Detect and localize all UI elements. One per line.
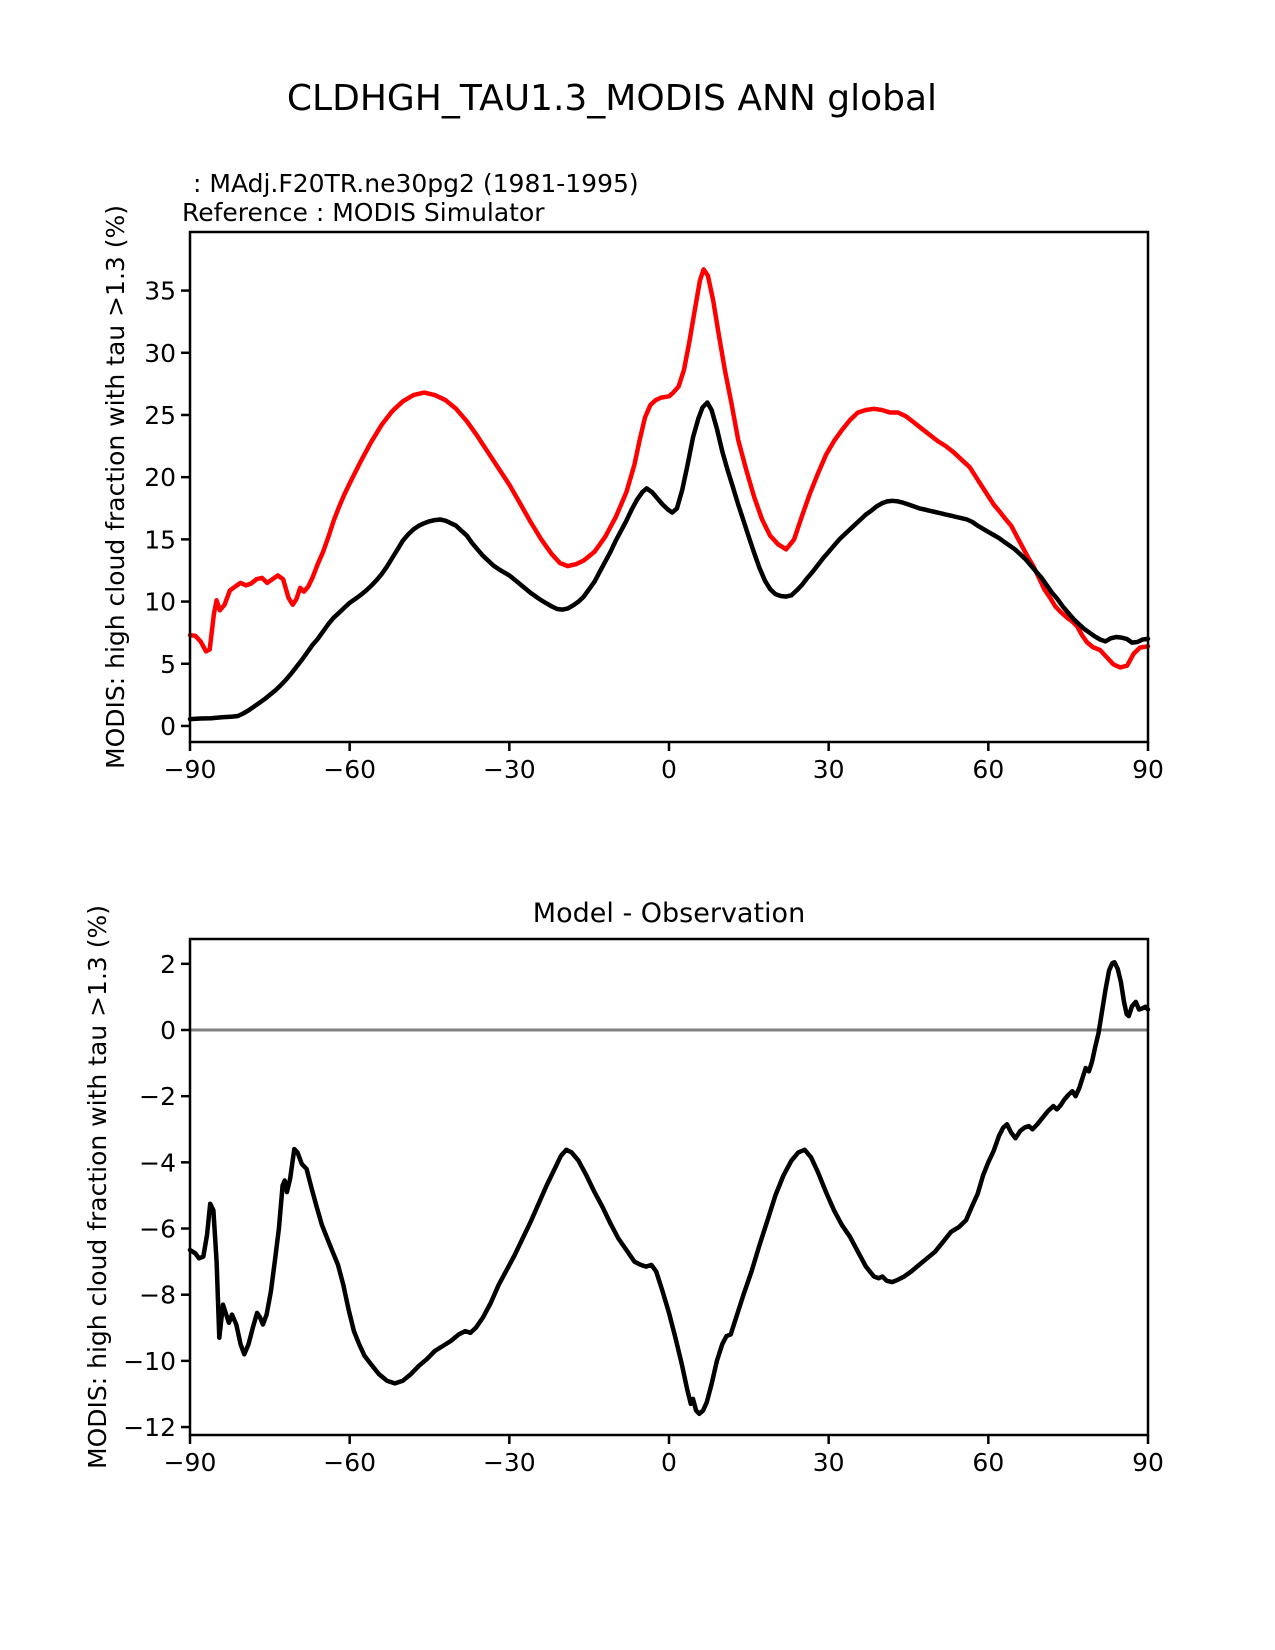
x-tick-label: 0 [661, 755, 677, 784]
y-tick-label: 0 [160, 712, 176, 741]
top-plot-ylabel: MODIS: high cloud fraction with tau >1.3… [101, 205, 130, 769]
reference-legend-label: Reference : MODIS Simulator [182, 198, 545, 227]
y-tick-label: −8 [139, 1281, 176, 1310]
y-tick-label: −4 [139, 1148, 176, 1177]
x-tick-label: −60 [323, 1448, 376, 1477]
y-tick-label: 35 [144, 277, 176, 306]
y-tick-label: −2 [139, 1082, 176, 1111]
series-line-0 [187, 267, 1151, 670]
axes-spines [188, 937, 1150, 1437]
y-tick-label: −6 [139, 1215, 176, 1244]
bottom-plot: −90 −60 −30 0 30 60 90 2 0 −2 −4 −6 −8 −10 −12 [123, 937, 1164, 1477]
y-tick-label: 5 [160, 650, 176, 679]
x-tick-label: −90 [164, 755, 217, 784]
model-legend-label: : MAdj.F20TR.ne30pg2 (1981-1995) [193, 169, 639, 198]
x-tick-label: 30 [813, 1448, 845, 1477]
y-tick-label: −10 [123, 1347, 176, 1376]
y-tick-label: 2 [160, 950, 176, 979]
series-line-1 [187, 400, 1151, 722]
y-tick-label: 10 [144, 588, 176, 617]
top-plot: −90 −60 −30 0 30 60 90 0 5 10 15 20 25 30 35 [144, 230, 1164, 784]
x-tick-label: 30 [813, 755, 845, 784]
y-tick-label: 0 [160, 1016, 176, 1045]
y-tick-label: 30 [144, 339, 176, 368]
x-tick-label: −30 [483, 1448, 536, 1477]
figure-title: CLDHGH_TAU1.3_MODIS ANN global [287, 78, 937, 119]
y-tick-label: 25 [144, 401, 176, 430]
x-tick-label: 0 [661, 1448, 677, 1477]
y-tick-label: 15 [144, 525, 176, 554]
x-tick-label: 90 [1132, 755, 1164, 784]
y-tick-label: 20 [144, 463, 176, 492]
x-tick-label: 60 [972, 1448, 1004, 1477]
axes-spines [188, 230, 1150, 744]
x-tick-label: −90 [164, 1448, 217, 1477]
x-tick-label: 90 [1132, 1448, 1164, 1477]
y-tick-label: −12 [123, 1413, 176, 1442]
x-tick-label: 60 [972, 755, 1004, 784]
bottom-plot-title: Model - Observation [533, 898, 805, 929]
bottom-plot-ylabel: MODIS: high cloud fraction with tau >1.3… [83, 905, 112, 1469]
x-tick-label: −60 [323, 755, 376, 784]
x-tick-label: −30 [483, 755, 536, 784]
series-line-0 [187, 959, 1151, 1417]
